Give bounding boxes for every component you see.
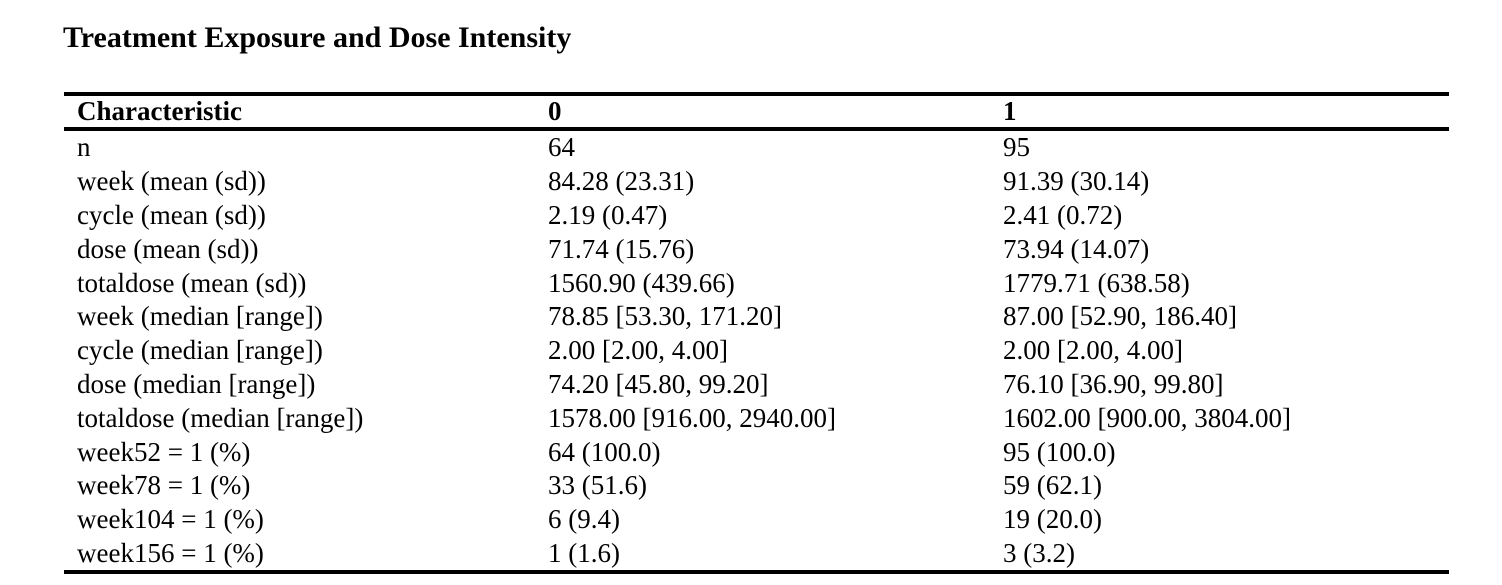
column-header-group-0: 0 bbox=[548, 96, 562, 126]
table-row: dose (median [range]) 74.20 [45.80, 99.20… bbox=[64, 368, 1449, 402]
row-characteristic: cycle (median [range]) bbox=[77, 335, 323, 366]
row-characteristic: cycle (mean (sd)) bbox=[77, 199, 266, 230]
treatment-exposure-table: Characteristic 0 1 n 64 95 week (mean (sd))… bbox=[64, 92, 1449, 574]
row-value-group-1: 2.41 (0.72) bbox=[1003, 199, 1123, 230]
row-characteristic: week156 = 1 (%) bbox=[77, 537, 264, 568]
table-row: cycle (median [range]) 2.00 [2.00, 4.00] 2… bbox=[64, 334, 1449, 368]
row-characteristic: week (mean (sd)) bbox=[77, 166, 266, 197]
row-value-group-0: 2.00 [2.00, 4.00] bbox=[548, 335, 728, 366]
row-characteristic: week78 = 1 (%) bbox=[77, 470, 251, 501]
table-header-row: Characteristic 0 1 bbox=[64, 94, 1449, 129]
row-value-group-0: 33 (51.6) bbox=[548, 470, 647, 501]
table-body: n 64 95 week (mean (sd)) 84.28 (23.31) 91.39 … bbox=[64, 129, 1449, 573]
row-value-group-0: 2.19 (0.47) bbox=[548, 199, 668, 230]
row-value-group-1: 76.10 [36.90, 99.80] bbox=[1003, 368, 1224, 399]
row-characteristic: week52 = 1 (%) bbox=[77, 436, 251, 467]
table-row: week (mean (sd)) 84.28 (23.31) 91.39 (30.1… bbox=[64, 165, 1449, 199]
row-value-group-0: 64 bbox=[548, 132, 575, 163]
row-value-group-0: 78.85 [53.30, 171.20] bbox=[548, 301, 782, 332]
table-row: totaldose (median [range]) 1578.00 [916.0… bbox=[64, 401, 1449, 435]
row-characteristic: totaldose (median [range]) bbox=[77, 402, 364, 433]
row-value-group-1: 19 (20.0) bbox=[1003, 504, 1102, 535]
row-value-group-0: 1578.00 [916.00, 2940.00] bbox=[548, 402, 836, 433]
table-row: n 64 95 bbox=[64, 129, 1449, 165]
row-value-group-0: 1560.90 (439.66) bbox=[548, 267, 735, 298]
row-value-group-0: 64 (100.0) bbox=[548, 436, 661, 467]
row-value-group-1: 59 (62.1) bbox=[1003, 470, 1102, 501]
page-title: Treatment Exposure and Dose Intensity bbox=[63, 21, 572, 54]
row-characteristic: totaldose (mean (sd)) bbox=[77, 267, 307, 298]
row-characteristic: week104 = 1 (%) bbox=[77, 504, 264, 535]
row-characteristic: n bbox=[77, 132, 91, 163]
table-row: cycle (mean (sd)) 2.19 (0.47) 2.41 (0.72) bbox=[64, 199, 1449, 233]
row-value-group-1: 91.39 (30.14) bbox=[1003, 166, 1150, 197]
row-value-group-1: 95 bbox=[1003, 132, 1030, 163]
table-row: week104 = 1 (%) 6 (9.4) 19 (20.0) bbox=[64, 503, 1449, 537]
row-value-group-1: 73.94 (14.07) bbox=[1003, 233, 1150, 264]
row-value-group-1: 87.00 [52.90, 186.40] bbox=[1003, 301, 1237, 332]
row-value-group-1: 2.00 [2.00, 4.00] bbox=[1003, 335, 1183, 366]
column-header-group-1: 1 bbox=[1003, 96, 1017, 126]
row-value-group-1: 1602.00 [900.00, 3804.00] bbox=[1003, 402, 1291, 433]
row-value-group-0: 71.74 (15.76) bbox=[548, 233, 695, 264]
row-characteristic: week (median [range]) bbox=[77, 301, 323, 332]
table-row: week78 = 1 (%) 33 (51.6) 59 (62.1) bbox=[64, 469, 1449, 503]
row-value-group-0: 6 (9.4) bbox=[548, 504, 620, 535]
row-value-group-1: 3 (3.2) bbox=[1003, 537, 1075, 568]
row-value-group-1: 95 (100.0) bbox=[1003, 436, 1116, 467]
row-characteristic: dose (mean (sd)) bbox=[77, 233, 259, 264]
row-value-group-0: 84.28 (23.31) bbox=[548, 166, 695, 197]
column-header-characteristic: Characteristic bbox=[77, 96, 242, 126]
table-row: week (median [range]) 78.85 [53.30, 171.2… bbox=[64, 300, 1449, 334]
table-row: week156 = 1 (%) 1 (1.6) 3 (3.2) bbox=[64, 537, 1449, 573]
table-row: week52 = 1 (%) 64 (100.0) 95 (100.0) bbox=[64, 435, 1449, 469]
row-value-group-1: 1779.71 (638.58) bbox=[1003, 267, 1190, 298]
row-value-group-0: 1 (1.6) bbox=[548, 537, 620, 568]
table-row: totaldose (mean (sd)) 1560.90 (439.66) 177… bbox=[64, 266, 1449, 300]
row-characteristic: dose (median [range]) bbox=[77, 368, 316, 399]
table-row: dose (mean (sd)) 71.74 (15.76) 73.94 (14.0… bbox=[64, 232, 1449, 266]
row-value-group-0: 74.20 [45.80, 99.20] bbox=[548, 368, 769, 399]
